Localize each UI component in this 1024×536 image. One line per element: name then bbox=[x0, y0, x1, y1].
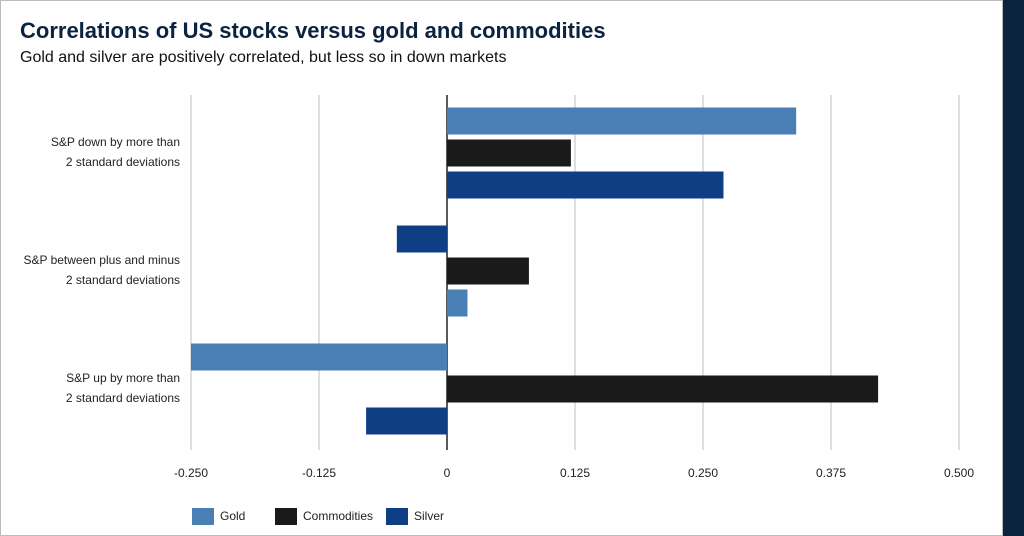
legend-swatch bbox=[192, 508, 214, 525]
x-tick-label: -0.250 bbox=[174, 466, 208, 480]
bar bbox=[191, 343, 447, 371]
x-tick-label: 0.500 bbox=[944, 466, 974, 480]
side-strip bbox=[1003, 0, 1024, 536]
x-tick-label: 0 bbox=[444, 466, 451, 480]
bar bbox=[447, 289, 468, 317]
legend-label: Silver bbox=[414, 509, 444, 523]
bar bbox=[447, 107, 797, 135]
x-tick-label: 0.375 bbox=[816, 466, 846, 480]
bar bbox=[396, 225, 447, 253]
chart-subtitle: Gold and silver are positively correlate… bbox=[20, 49, 506, 66]
legend-swatch bbox=[275, 508, 297, 525]
bar bbox=[366, 407, 447, 435]
y-tick-label: S&P up by more than 2 standard deviations bbox=[66, 371, 180, 405]
bar bbox=[447, 257, 529, 285]
legend-label: Gold bbox=[220, 509, 245, 523]
bar bbox=[447, 375, 879, 403]
y-tick-label: S&P down by more than 2 standard deviatio… bbox=[51, 135, 180, 169]
bar bbox=[447, 139, 571, 167]
x-tick-label: 0.250 bbox=[688, 466, 718, 480]
x-tick-label: -0.125 bbox=[302, 466, 336, 480]
legend-label: Commodities bbox=[303, 509, 373, 523]
y-tick-label: S&P between plus and minus 2 standard dev… bbox=[23, 253, 180, 287]
bar bbox=[447, 171, 724, 199]
legend-swatch bbox=[386, 508, 408, 525]
chart-title: Correlations of US stocks versus gold an… bbox=[20, 18, 606, 43]
x-tick-label: 0.125 bbox=[560, 466, 590, 480]
